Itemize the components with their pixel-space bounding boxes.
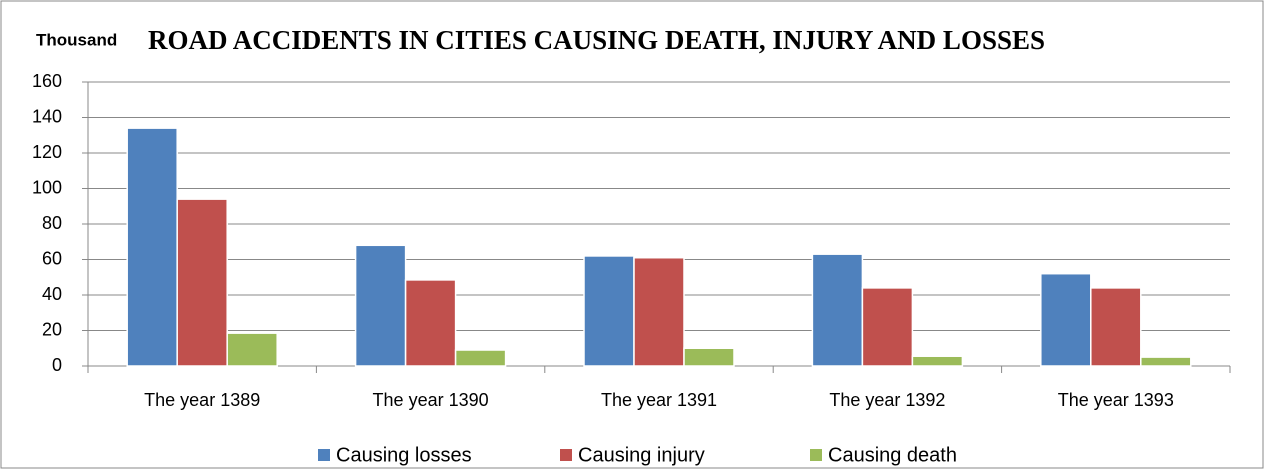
x-tick-label: The year 1390 [373, 390, 489, 410]
bar [1140, 356, 1192, 367]
bar [226, 332, 278, 367]
bar [126, 127, 178, 367]
y-tick-label: 160 [32, 71, 62, 91]
x-tick-label: The year 1389 [144, 390, 260, 410]
y-axis-label: Thousand [36, 30, 117, 49]
x-tick-label: The year 1393 [1058, 390, 1174, 410]
bar [683, 347, 735, 367]
x-tick-label: The year 1392 [829, 390, 945, 410]
y-tick-label: 40 [42, 284, 62, 304]
legend-label: Causing losses [336, 444, 472, 466]
bar [811, 253, 864, 367]
legend-label: Causing death [828, 444, 957, 466]
bar [911, 355, 964, 367]
bar [583, 255, 635, 367]
bar [861, 287, 914, 367]
legend-label: Causing injury [578, 444, 705, 466]
legend-swatch [560, 449, 572, 461]
y-tick-label: 0 [52, 355, 62, 375]
bar [404, 279, 457, 367]
y-tick-label: 100 [32, 177, 62, 197]
bar [354, 244, 407, 367]
chart-title: ROAD ACCIDENTS IN CITIES CAUSING DEATH, … [148, 25, 1045, 55]
y-tick-label: 60 [42, 248, 62, 268]
bar [1040, 272, 1092, 367]
y-tick-label: 140 [32, 106, 62, 126]
y-tick-label: 120 [32, 142, 62, 162]
bar [1090, 287, 1142, 367]
bar [633, 256, 685, 367]
x-tick-label: The year 1391 [601, 390, 717, 410]
y-tick-label: 20 [42, 319, 62, 339]
bar [176, 198, 228, 367]
legend-swatch [810, 449, 822, 461]
legend-swatch [318, 449, 330, 461]
y-tick-label: 80 [42, 213, 62, 233]
bar [454, 349, 507, 367]
